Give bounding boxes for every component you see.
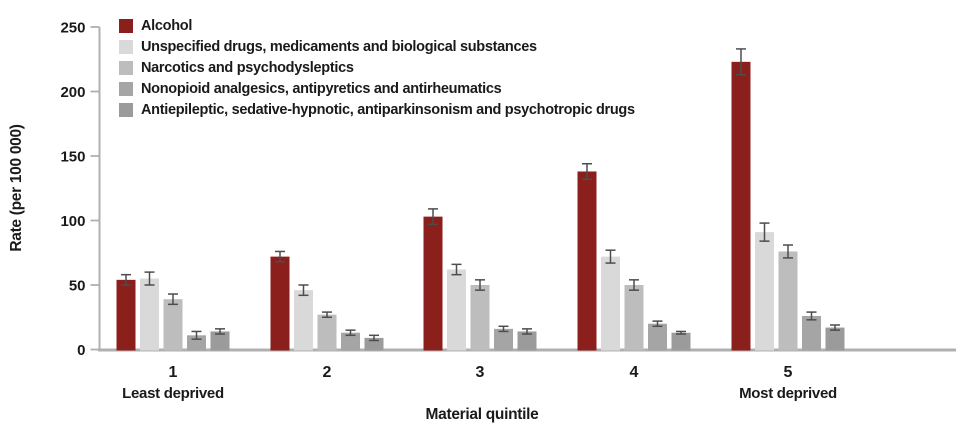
x-category-label: 5 (784, 364, 793, 381)
x-category-label: 3 (476, 364, 485, 381)
bar (671, 332, 691, 351)
legend-label: Antiepileptic, sedative-hypnotic, antipa… (141, 102, 635, 118)
bar (825, 327, 845, 351)
x-category-sublabel: Least deprived (122, 385, 224, 402)
y-tick-label: 150 (60, 149, 85, 166)
bar (163, 299, 183, 351)
y-tick-label: 50 (69, 278, 86, 295)
legend-item-alcohol: Alcohol (119, 19, 635, 33)
bar (577, 171, 597, 351)
axis-labels: 0 50 100 150 200 250 1 Least deprived 2 3 4 5 Most d… (8, 20, 837, 424)
bar (731, 61, 751, 351)
legend-item-nonopioid-analgesics: Nonopioid analgesics, antipyretics and a… (119, 82, 635, 96)
legend-swatch-narcotics (119, 61, 133, 75)
legend-item-antiepileptic: Antiepileptic, sedative-hypnotic, antipa… (119, 103, 635, 117)
bar (624, 285, 644, 351)
bar (470, 285, 490, 351)
error-bars (121, 48, 840, 342)
y-tick-label: 0 (77, 342, 85, 359)
y-tick-label: 100 (60, 213, 85, 230)
bar (423, 216, 443, 351)
bar (317, 314, 337, 351)
legend-label: Alcohol (141, 18, 193, 34)
x-axis-title: Material quintile (426, 406, 540, 423)
legend-label: Nonopioid analgesics, antipyretics and a… (141, 81, 502, 97)
y-axis-title: Rate (per 100 000) (8, 124, 25, 251)
bar (648, 323, 667, 351)
legend-swatch-nonopioid-analgesics (119, 82, 133, 96)
bar (517, 331, 537, 351)
bar (601, 256, 620, 351)
y-tick-label: 200 (60, 84, 85, 101)
y-tick-label: 250 (60, 20, 85, 37)
bar (494, 328, 513, 351)
x-category-label: 1 (169, 364, 178, 381)
bar (755, 232, 774, 351)
bar-series (116, 61, 845, 351)
legend-item-narcotics: Narcotics and psychodysleptics (119, 61, 635, 75)
bar (116, 279, 136, 351)
bar (778, 251, 798, 351)
legend-swatch-alcohol (119, 19, 133, 33)
x-category-label: 4 (630, 364, 639, 381)
legend-item-unspecified-drugs: Unspecified drugs, medicaments and biolo… (119, 40, 635, 54)
legend-swatch-antiepileptic (119, 103, 133, 117)
bar (294, 290, 313, 351)
bar (802, 315, 821, 351)
bar (270, 256, 290, 351)
x-category-label: 2 (323, 364, 332, 381)
bar (210, 331, 230, 351)
bar (140, 278, 159, 351)
legend: Alcohol Unspecified drugs, medicaments a… (119, 19, 635, 117)
legend-swatch-unspecified-drugs (119, 40, 133, 54)
legend-label: Narcotics and psychodysleptics (141, 60, 354, 76)
bar (341, 332, 360, 351)
bar (447, 269, 466, 351)
x-category-sublabel: Most deprived (739, 385, 837, 402)
legend-label: Unspecified drugs, medicaments and biolo… (141, 39, 537, 55)
